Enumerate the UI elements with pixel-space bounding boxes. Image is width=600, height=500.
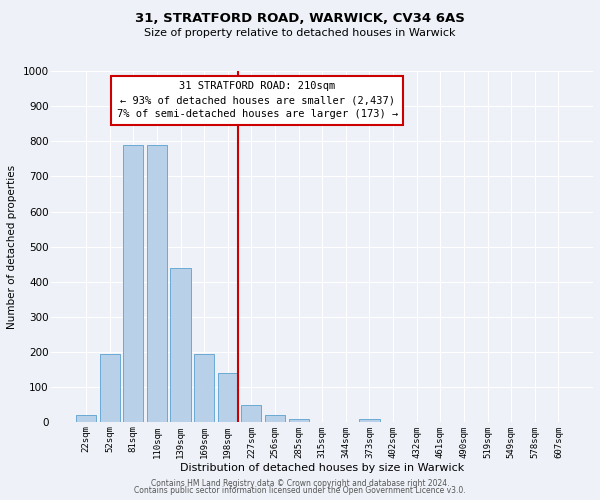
Bar xyxy=(100,354,120,422)
Text: 31 STRATFORD ROAD: 210sqm
← 93% of detached houses are smaller (2,437)
7% of sem: 31 STRATFORD ROAD: 210sqm ← 93% of detac… xyxy=(116,82,398,120)
Bar xyxy=(170,268,191,422)
Text: Contains HM Land Registry data © Crown copyright and database right 2024.: Contains HM Land Registry data © Crown c… xyxy=(151,478,449,488)
Bar xyxy=(123,145,143,422)
Bar xyxy=(76,416,96,422)
Bar xyxy=(218,374,238,422)
Text: Contains public sector information licensed under the Open Government Licence v3: Contains public sector information licen… xyxy=(134,486,466,495)
Bar xyxy=(241,405,262,422)
Bar xyxy=(265,416,285,422)
Text: Size of property relative to detached houses in Warwick: Size of property relative to detached ho… xyxy=(144,28,456,38)
Bar xyxy=(147,145,167,422)
Bar xyxy=(194,354,214,422)
Text: 31, STRATFORD ROAD, WARWICK, CV34 6AS: 31, STRATFORD ROAD, WARWICK, CV34 6AS xyxy=(135,12,465,26)
Bar xyxy=(359,419,380,422)
Y-axis label: Number of detached properties: Number of detached properties xyxy=(7,164,17,329)
Bar xyxy=(289,419,308,422)
X-axis label: Distribution of detached houses by size in Warwick: Distribution of detached houses by size … xyxy=(180,463,464,473)
